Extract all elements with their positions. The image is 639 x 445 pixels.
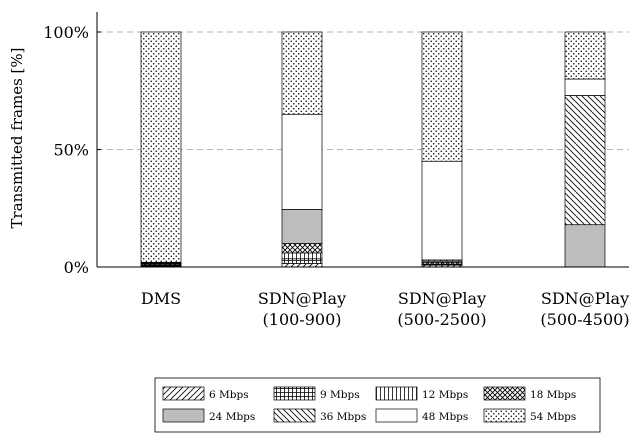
- bars: [140, 31, 606, 268]
- legend-label: 18 Mbps: [530, 389, 576, 401]
- legend-label: 12 Mbps: [422, 389, 468, 401]
- bar-segment: [421, 31, 463, 162]
- bar-segment: [281, 252, 323, 260]
- y-tick-labels: 0% 50% 100%: [43, 23, 101, 277]
- bar-stack: [281, 31, 323, 268]
- x-tick-label: SDN@Play: [258, 289, 346, 308]
- legend-box: [154, 377, 601, 433]
- bar-segment: [564, 31, 606, 80]
- bar-segment: [281, 31, 323, 115]
- x-tick-labels: DMS SDN@Play (100-900) SDN@Play (500-2500) SD…: [141, 289, 630, 329]
- axes: [96, 12, 629, 268]
- grid-lines: [97, 31, 629, 150]
- legend-swatch: [162, 408, 205, 423]
- bar-segment: [564, 95, 606, 226]
- legend-swatch: [483, 408, 526, 423]
- bar-segment: [421, 160, 463, 261]
- legend-label: 9 Mbps: [320, 389, 360, 401]
- bar-segment: [281, 263, 323, 268]
- legend-swatch: [375, 408, 418, 423]
- y-tick-label: 100%: [43, 23, 89, 42]
- legend-label: 24 Mbps: [209, 411, 255, 423]
- x-tick-label-line2: (100-900): [263, 310, 342, 329]
- bar-segment: [564, 224, 606, 268]
- bar-segment: [281, 209, 323, 244]
- x-tick-label-line2: (500-4500): [540, 310, 629, 329]
- bar-segment: [140, 31, 182, 263]
- legend-swatch: [273, 386, 316, 401]
- legend: 6 Mbps 9 Mbps 12 Mbps 18 Mbps 24 Mbps 36 Mbps…: [154, 377, 601, 433]
- legend-swatch: [162, 386, 205, 401]
- legend-label: 6 Mbps: [209, 389, 249, 401]
- legend-swatch: [375, 386, 418, 401]
- x-tick-label-line2: (500-2500): [397, 310, 486, 329]
- bar-segment: [281, 258, 323, 264]
- legend-swatch: [273, 408, 316, 423]
- y-tick-label: 50%: [53, 141, 89, 160]
- legend-label: 48 Mbps: [422, 411, 468, 423]
- x-tick-label: DMS: [141, 289, 181, 308]
- y-tick-label: 0%: [64, 258, 89, 277]
- bar-stack: [421, 31, 463, 268]
- x-tick-label: SDN@Play: [541, 289, 629, 308]
- bar-segment: [564, 78, 606, 96]
- legend-label: 36 Mbps: [320, 411, 366, 423]
- bar-stack: [140, 31, 182, 268]
- legend-swatch: [483, 386, 526, 401]
- bar-segment: [281, 243, 323, 254]
- legend-label: 54 Mbps: [530, 411, 576, 423]
- y-axis-title: Transmitted frames [%]: [8, 48, 26, 229]
- x-tick-label: SDN@Play: [398, 289, 486, 308]
- bar-segment: [281, 113, 323, 210]
- bar-stack: [564, 31, 606, 268]
